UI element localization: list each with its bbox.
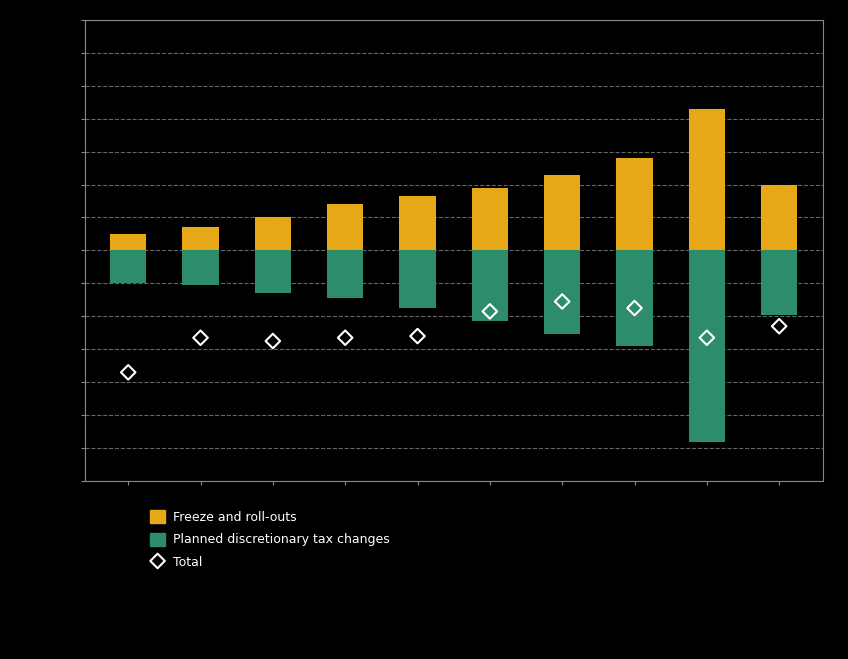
- Bar: [399, 196, 436, 250]
- Bar: [471, 250, 508, 321]
- Bar: [616, 158, 653, 250]
- Point: [410, 331, 424, 341]
- Bar: [254, 217, 291, 250]
- Bar: [689, 109, 725, 250]
- Point: [193, 332, 207, 343]
- Bar: [327, 250, 363, 298]
- Bar: [182, 227, 219, 250]
- Bar: [616, 250, 653, 346]
- Bar: [762, 250, 797, 314]
- Bar: [327, 204, 363, 250]
- Legend: Freeze and roll-outs, Planned discretionary tax changes, Total: Freeze and roll-outs, Planned discretion…: [150, 510, 389, 569]
- Bar: [182, 250, 219, 285]
- Bar: [471, 188, 508, 250]
- Bar: [762, 185, 797, 250]
- Bar: [544, 175, 580, 250]
- Point: [773, 321, 786, 331]
- Point: [628, 302, 641, 313]
- Bar: [399, 250, 436, 308]
- Bar: [110, 250, 147, 283]
- Bar: [689, 250, 725, 442]
- Point: [266, 335, 280, 347]
- Point: [121, 367, 135, 378]
- Bar: [544, 250, 580, 334]
- Bar: [110, 234, 147, 250]
- Point: [338, 332, 352, 343]
- Point: [700, 332, 714, 343]
- Bar: [254, 250, 291, 293]
- Point: [483, 306, 497, 316]
- Point: [555, 296, 569, 306]
